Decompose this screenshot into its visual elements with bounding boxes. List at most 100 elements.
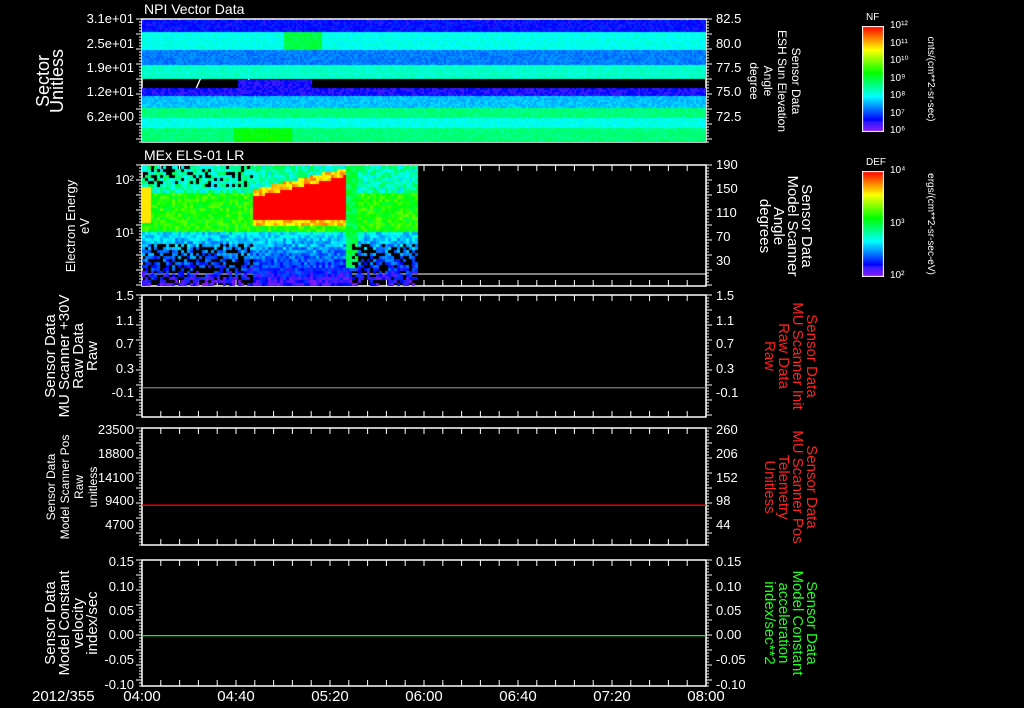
y-tick-label: 3.1e+01 [86,11,134,26]
y-axis-label: Sensor Data Model Constant velocity index/s… [42,570,101,675]
y-tick-label: 1.5 [115,288,134,303]
axis-label-line: Sensor Data [803,581,820,665]
y-tick-label-right: 0.10 [716,579,742,594]
y-tick-label-right: 0.00 [716,627,742,642]
axis-label-line: ESH Sun Elevation [775,29,789,132]
y-tick-label-right: -0.1 [716,385,739,400]
y-tick-label-right: 98 [716,493,731,508]
axis-label-line: Model Constant [789,570,806,676]
y-tick-label-right: 70 [716,229,731,244]
colorbar-tick-label: 10¹¹ [890,37,908,49]
axis-label-line: eV [77,217,92,234]
x-tick-label: 06:00 [405,688,443,705]
y-tick-label-right: 30 [716,253,731,268]
colorbar-tick-label: 10³ [890,217,905,229]
x-tick-label: 04:00 [123,688,161,705]
y-tick-label: 0.05 [108,603,134,618]
y-tick-label: 10² [115,172,134,187]
axis-label-line: Angle [761,65,775,96]
y-tick-label-right: 260 [716,422,738,437]
axis-label-line: Sensor Data [803,314,820,398]
colorbar-tick-label: 10⁶ [890,125,906,136]
y-tick-label-right: 1.1 [716,313,735,328]
y-tick-label-right: 82.5 [716,11,742,26]
y-tick-label: 14100 [97,470,134,485]
npi-spectrogram [142,20,706,142]
y-tick-label: 4700 [105,517,134,532]
axis-label-line: ergs/(cm**2-sr-sec-eV) [925,173,936,275]
y-axis-label-right: Sensor Data MU Scanner Init Raw Data Raw [761,302,820,410]
y-tick-label-right: 0.7 [716,336,735,351]
axis-label-line: MU Scanner Pos [789,429,806,544]
y-axis-label-right: Sensor Data Model Constant acceleration ind… [761,570,820,676]
axis-label-line: Sensor Data [798,183,815,268]
axis-label-line: Raw [72,474,86,499]
x-tick-label: 08:00 [687,688,725,705]
y-axis-label: Sensor Data Model Scanner Pos Raw unitless [44,434,100,539]
axis-label-line: Angle [770,206,787,245]
axis-label-line: Unitless [47,48,67,113]
x-tick-label: 06:40 [499,688,537,705]
axis-label-line: degrees [756,198,773,253]
axis-label-line: Sensor Data [789,47,803,114]
y-tick-label-right: 77.5 [716,60,742,75]
axis-label-line: MU Scanner Init [789,302,806,410]
colorbar-tick-label: 10¹² [890,20,908,31]
y-tick-label-right: 0.15 [716,554,742,569]
y-tick-label: 2.5e+01 [86,36,134,51]
axis-label-line: Raw Data [775,323,792,389]
axis-label-line: index/sec [84,591,101,655]
y-tick-label: 18800 [97,446,134,461]
colorbar-label: DEF [866,157,886,168]
y-tick-label-right: 206 [716,446,738,461]
panel-title: MEx ELS-01 LR [144,147,245,163]
y-tick-label-right: 0.3 [716,361,735,376]
y-tick-label-right: 0.05 [716,603,742,618]
axis-label-line: Unitless [761,459,778,514]
y-axis-label: Electron Energy eV [63,179,92,272]
y-axis-label: Sector Unitless [33,48,67,113]
y-tick-label-right: -0.10 [716,677,746,692]
axis-label-line: unitless [86,466,100,507]
y-tick-label: 0.10 [108,579,134,594]
axis-label-line: Telemetry [775,453,792,520]
y-tick-label-right: 150 [716,181,738,196]
y-tick-label-right: 80.0 [716,36,742,51]
y-tick-label-right: 110 [716,205,737,220]
y-tick-label-right: 152 [716,470,738,485]
y-tick-label: 6.2e+00 [86,109,134,124]
axis-label-line: Raw [84,340,101,372]
axis-label-line: Model Scanner [784,175,801,276]
y-tick-label-right: 75.0 [716,84,742,99]
y-tick-label: 0.15 [108,554,134,569]
nf-colorbar [862,26,884,132]
y-tick-label-right: 44 [716,517,731,532]
axis-label-line: acceleration [775,582,792,664]
y-tick-label: 1.1 [115,313,134,328]
y-axis-label: Sensor Data MU Scanner +30V Raw Data Raw [42,295,101,418]
y-axis-label-right: Sensor Data MU Scanner Pos Telemetry Unitle… [761,429,820,544]
colorbar-tick-label: 10² [890,270,905,281]
panel-frame [141,427,707,546]
y-tick-label-right: 190 [716,157,738,172]
panel-title: NPI Vector Data [144,1,245,17]
date-label: 2012/355 [32,688,95,705]
colorbar-tick-label: 10⁷ [890,107,905,119]
y-tick-label: 0.7 [115,336,134,351]
y-tick-label: 1.9e+01 [86,60,134,75]
y-tick-label: 10¹ [115,225,134,240]
axis-label-line: cnts/(cm**2-sr-sec) [925,36,936,122]
y-tick-label-right: 1.5 [716,288,735,303]
y-tick-label: 0.00 [108,627,134,642]
y-tick-label: -0.05 [104,652,134,667]
def-colorbar [862,171,884,277]
x-tick-label: 05:20 [311,688,349,705]
y-tick-label: 1.2e+01 [86,84,134,99]
colorbar-tick-label: 10⁸ [890,90,906,101]
colorbar-tick-label: 10⁴ [890,165,906,176]
y-tick-label-right: -0.05 [716,652,746,667]
y-tick-label-right: 72.5 [716,109,742,124]
axis-label-line: Model Scanner Pos [58,434,72,539]
y-tick-label: 0.3 [115,361,134,376]
axis-label-line: degree [747,61,761,100]
